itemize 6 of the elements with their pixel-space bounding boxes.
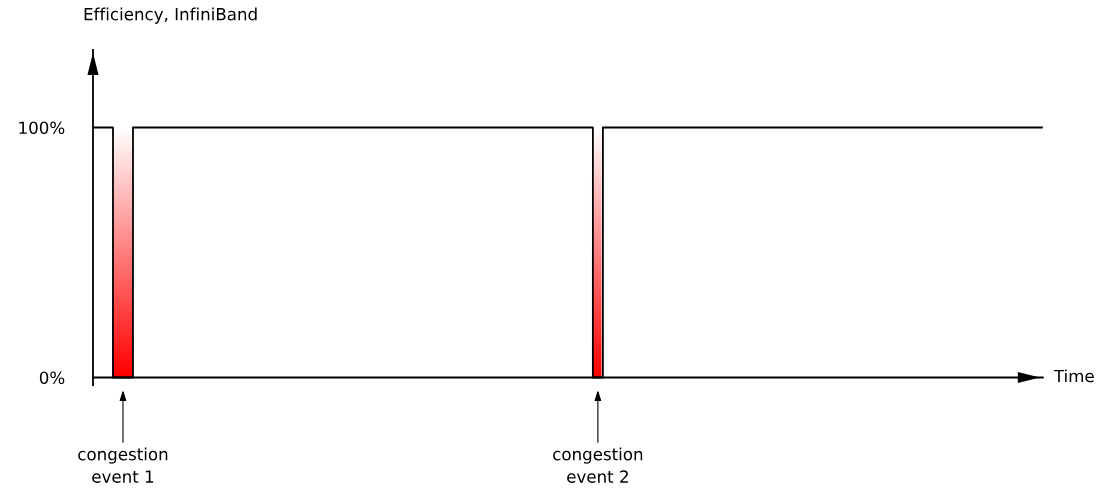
text: congestion event 2 bbox=[553, 447, 643, 483]
y-axis-title: Efficiency, InfiniBand bbox=[84, 7, 257, 24]
y-tick-label: 100% bbox=[19, 121, 65, 135]
x-axis-title: Time bbox=[1053, 369, 1094, 383]
y-tick-label: 0% bbox=[39, 371, 65, 385]
text: congestion event 1 bbox=[78, 447, 168, 483]
